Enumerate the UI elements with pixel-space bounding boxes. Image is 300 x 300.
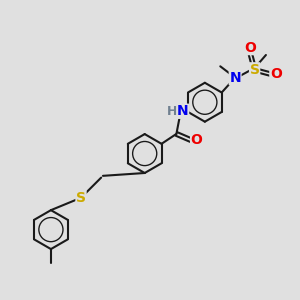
Text: N: N xyxy=(177,104,189,118)
Text: O: O xyxy=(270,67,282,81)
Text: O: O xyxy=(244,40,256,55)
Text: S: S xyxy=(250,63,260,77)
Text: S: S xyxy=(76,191,86,205)
Text: O: O xyxy=(190,133,202,147)
Text: N: N xyxy=(229,70,241,85)
Text: H: H xyxy=(167,105,177,118)
